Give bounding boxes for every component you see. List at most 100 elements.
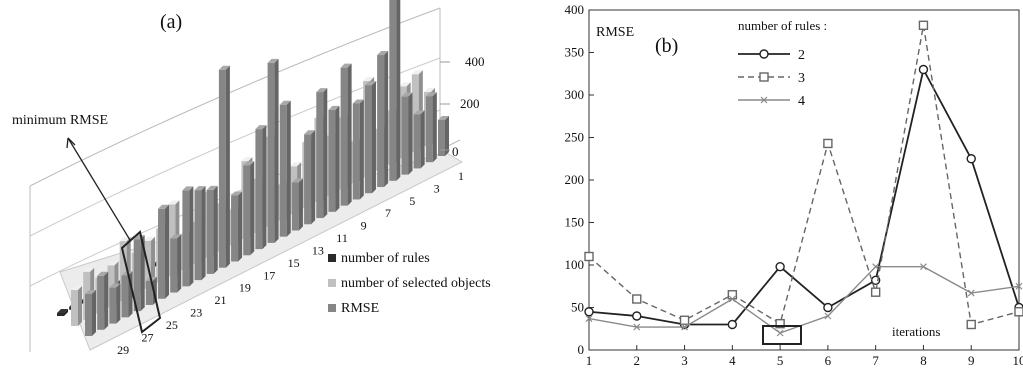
bar-RMSE-21 (195, 186, 206, 280)
category-tick-9: 9 (361, 219, 367, 233)
z-tick-0: 0 (452, 144, 459, 159)
panel-a-label: (a) (160, 11, 182, 33)
point-2-2 (633, 312, 641, 320)
legend-b-title: number of rules : (738, 18, 827, 33)
annotation-minimum-rmse: minimum RMSE (12, 113, 108, 128)
y-tick-label-150: 150 (565, 215, 585, 230)
y-tick-label-200: 200 (565, 172, 585, 187)
point-2-9 (967, 155, 975, 163)
point-3-8 (919, 21, 927, 29)
bar-RMSE-7 (365, 81, 376, 193)
legend-label-2: RMSE (341, 301, 379, 316)
x-tick-label-2: 2 (634, 353, 641, 366)
z-tick-200: 200 (460, 96, 480, 111)
bar-RMSE-8 (353, 99, 364, 199)
point-2-4 (728, 321, 736, 329)
point-3-10 (1015, 308, 1023, 316)
x-tick-label-4: 4 (729, 353, 736, 366)
category-tick-17: 17 (263, 268, 275, 282)
bar-RMSE-23 (170, 235, 181, 293)
category-tick-3: 3 (434, 181, 440, 195)
bar-RMSE-5 (389, 0, 400, 181)
x-tick-label-1: 1 (586, 353, 593, 366)
category-tick-15: 15 (288, 256, 300, 270)
x-tick-label-8: 8 (920, 353, 927, 366)
point-3-9 (967, 321, 975, 329)
point-3-4 (728, 291, 736, 299)
legend-swatch-1 (328, 279, 336, 287)
bar-RMSE-12 (304, 130, 315, 224)
x-tick-label-7: 7 (872, 353, 879, 366)
bar-RMSE-20 (207, 186, 218, 274)
category-tick-13: 13 (312, 243, 324, 257)
x-tick-label-6: 6 (825, 353, 832, 366)
category-tick-29: 29 (117, 343, 129, 357)
point-3-1 (585, 253, 593, 261)
bar-RMSE-22 (182, 186, 193, 286)
x-tick-label-5: 5 (777, 353, 784, 366)
point-2-1 (585, 308, 593, 316)
category-tick-23: 23 (190, 306, 202, 320)
legend-swatch-0 (328, 254, 336, 262)
category-tick-25: 25 (166, 318, 178, 332)
y-tick-label-250: 250 (565, 130, 585, 145)
bar-RMSE-11 (316, 88, 327, 218)
bar-number-of-rules-30 (57, 309, 68, 316)
z-tick-400: 400 (465, 54, 485, 69)
bar-RMSE-16 (255, 125, 266, 249)
bar-RMSE-14 (280, 101, 291, 237)
point-2-6 (824, 304, 832, 312)
chart-b-title: RMSE (596, 25, 634, 40)
y-tick-label-0: 0 (578, 342, 585, 357)
point-2-5 (776, 263, 784, 271)
x-tick-label-3: 3 (681, 353, 688, 366)
point-3-3 (681, 316, 689, 324)
legend-a: number of rules number of selected object… (328, 251, 491, 316)
legend-b-label-4: 4 (798, 94, 805, 109)
bar-RMSE-28 (109, 284, 120, 324)
bar-RMSE-6 (377, 51, 388, 187)
bar-RMSE-4 (401, 93, 412, 175)
category-tick-19: 19 (239, 281, 251, 295)
category-tick-27: 27 (142, 330, 154, 344)
y-tick-label-350: 350 (565, 45, 585, 60)
panel-b-label: (b) (655, 35, 678, 57)
category-tick-1: 1 (458, 169, 464, 183)
x-axis-label-iterations: iterations (892, 324, 940, 339)
legend-b-label-2: 2 (798, 48, 805, 63)
bar-number-of-selected-objects-30 (71, 286, 82, 326)
point-2-8 (919, 66, 927, 74)
y-tick-label-300: 300 (565, 87, 585, 102)
legend-swatch-2 (328, 304, 336, 312)
bar-RMSE-19 (219, 66, 230, 268)
legend-b-label-3: 3 (798, 71, 805, 86)
bar-RMSE-3 (414, 110, 425, 168)
y-tick-label-100: 100 (565, 257, 585, 272)
x-tick-label-9: 9 (968, 353, 975, 366)
x-tick-label-10: 10 (1013, 353, 1023, 366)
point-3-2 (633, 295, 641, 303)
bar-RMSE-24 (158, 205, 169, 299)
category-tick-5: 5 (409, 194, 415, 208)
bar-RMSE-10 (328, 106, 339, 212)
point-3-7 (872, 288, 880, 296)
bar-RMSE-17 (243, 161, 254, 255)
y-tick-label-50: 50 (571, 300, 584, 315)
legend-label-1: number of selected objects (341, 276, 491, 291)
point-3-6 (824, 139, 832, 147)
annotation-arrow (68, 138, 130, 240)
bar-RMSE-29 (97, 272, 108, 330)
panel-b-line-chart: 0 50 100 150 200 250 300 350 400 1 2 3 4 5 6 7 8 9 10 RMSE… (565, 2, 1023, 366)
legend-label-0: number of rules (341, 251, 430, 266)
category-tick-11: 11 (336, 231, 348, 245)
category-tick-21: 21 (215, 293, 227, 307)
bar-RMSE-27 (122, 271, 133, 317)
y-tick-label-400: 400 (565, 2, 585, 17)
bar-RMSE-9 (341, 64, 352, 206)
bar-RMSE-15 (268, 59, 279, 243)
bar-RMSE-18 (231, 192, 242, 262)
bar-RMSE-13 (292, 178, 303, 230)
